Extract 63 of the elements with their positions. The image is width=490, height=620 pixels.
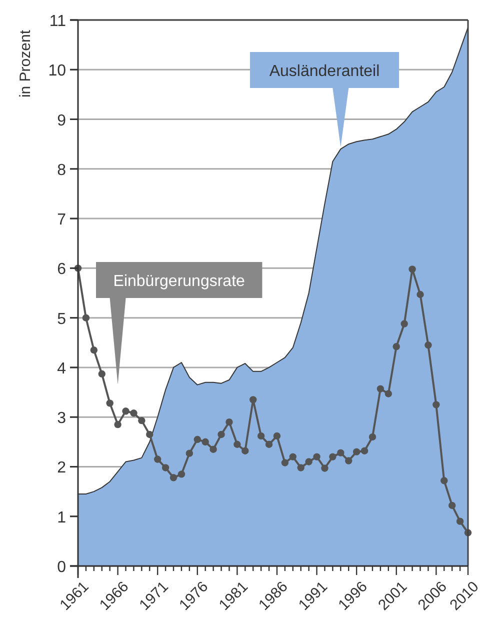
point (90, 346, 98, 354)
point (234, 440, 241, 448)
point (400, 320, 408, 328)
point (297, 464, 304, 472)
point (265, 440, 273, 448)
y-tick-label: 11 (49, 13, 66, 30)
point (257, 432, 265, 440)
point (329, 453, 336, 460)
point (154, 456, 162, 463)
point (130, 410, 138, 417)
y-tick-label: 0 (57, 559, 66, 576)
y-tick-label: 10 (48, 62, 66, 80)
y-tick-label: 9 (57, 112, 66, 130)
point (392, 343, 400, 350)
y-tick-label: 4 (57, 360, 66, 378)
y-tick-label: 2 (57, 460, 66, 477)
point (202, 438, 209, 446)
point (242, 447, 249, 454)
point (138, 416, 146, 424)
y-tick-label: 6 (57, 261, 66, 278)
point (186, 450, 194, 457)
point (360, 447, 368, 454)
point (289, 453, 296, 460)
y-tick-label: 1 (57, 509, 66, 526)
text: Ausländeranteil (269, 63, 380, 80)
point (440, 477, 448, 484)
point (408, 266, 416, 273)
point (456, 518, 464, 525)
point (321, 464, 328, 472)
y-tick-label: 5 (57, 310, 66, 328)
point (122, 408, 130, 415)
point (114, 420, 122, 428)
point (432, 401, 440, 408)
point (250, 396, 257, 404)
y-tick-label: 3 (57, 410, 66, 428)
point (416, 290, 424, 298)
point (305, 458, 312, 466)
y-tick-label: 8 (57, 162, 66, 179)
point (218, 430, 225, 438)
point (448, 502, 456, 510)
point (281, 459, 289, 466)
point (146, 430, 154, 438)
point (98, 370, 106, 378)
y-axis-title: in Prozent (17, 29, 34, 98)
point (313, 453, 320, 460)
point (376, 385, 384, 392)
point (273, 432, 281, 440)
point (352, 448, 360, 456)
point (424, 342, 432, 349)
point (106, 400, 114, 407)
point (210, 446, 217, 453)
point (384, 390, 392, 398)
point (194, 436, 201, 444)
point (178, 470, 186, 478)
point (226, 418, 233, 426)
point (368, 433, 376, 441)
point (162, 464, 170, 472)
point (170, 474, 178, 482)
point (345, 457, 352, 464)
series-label: Einbürgerungsrate (113, 273, 246, 290)
point (337, 449, 344, 456)
point (82, 314, 90, 322)
y-tick-label: 7 (57, 212, 66, 229)
